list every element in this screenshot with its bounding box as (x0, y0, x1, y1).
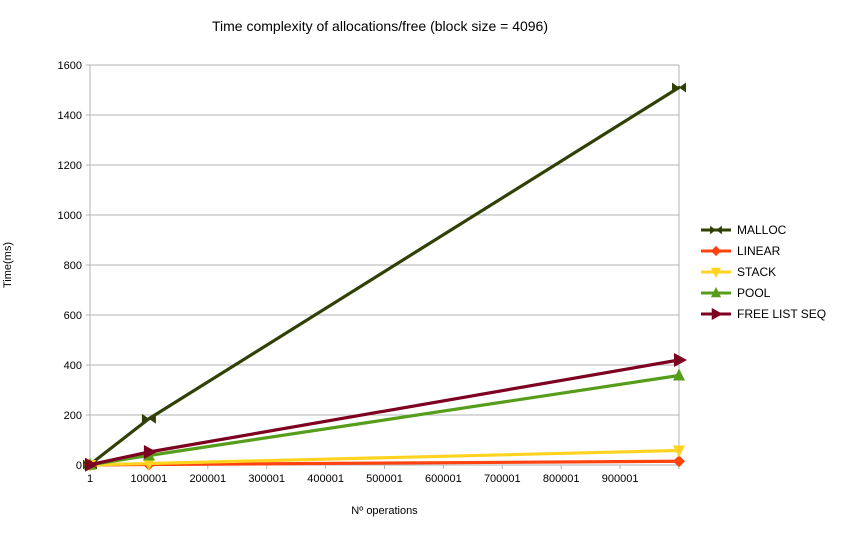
x-tick-label: 600001 (425, 473, 462, 485)
x-tick-label: 100001 (131, 473, 168, 485)
data-point-marker-stack (142, 458, 155, 471)
y-tick-label: 1000 (58, 210, 82, 222)
legend: MALLOC LINEAR STACK POOL FREE LIST SEQ (700, 219, 826, 324)
data-point-marker-malloc (141, 413, 156, 424)
x-tick-label: 300001 (248, 473, 285, 485)
x-tick-label: 700001 (484, 473, 521, 485)
y-tick-label: 0 (76, 460, 82, 472)
y-tick-label: 400 (64, 360, 82, 372)
legend-item-malloc: MALLOC (700, 219, 826, 240)
series-line-free-list-seq (88, 358, 681, 467)
data-point-marker-pool (673, 368, 685, 381)
legend-item-pool: POOL (700, 282, 826, 303)
y-tick-label: 1200 (58, 160, 82, 172)
data-point-marker-stack (673, 445, 685, 458)
legend-label: STACK (737, 264, 777, 279)
y-tick-label: 1400 (58, 110, 82, 122)
data-point-marker-free-list-seq (85, 457, 98, 472)
legend-item-free-list-seq: FREE LIST SEQ (700, 303, 826, 324)
x-tick-label: 1 (87, 473, 93, 485)
y-tick-label: 800 (64, 260, 82, 272)
x-tick-label: 800001 (543, 473, 580, 485)
data-point-marker-malloc (672, 82, 686, 93)
x-tick-label: 500001 (366, 473, 403, 485)
data-point-marker-free-list-seq (143, 445, 157, 459)
legend-key-malloc-icon (701, 225, 731, 234)
legend-label: LINEAR (737, 243, 781, 258)
series-line-malloc (88, 85, 681, 467)
x-tick-label: 400001 (307, 473, 344, 485)
legend-key-stack-icon (701, 267, 731, 278)
x-tick-label: 900001 (602, 473, 639, 485)
x-axis-title: Nº operations (351, 505, 418, 517)
legend-item-stack: STACK (700, 261, 826, 282)
y-tick-label: 1600 (58, 60, 82, 72)
y-tick-label: 600 (64, 310, 82, 322)
chart-title: Time complexity of allocations/free (blo… (211, 18, 548, 34)
legend-label: MALLOC (737, 222, 787, 237)
x-tick-label: 200001 (189, 473, 226, 485)
legend-label: POOL (737, 285, 771, 300)
legend-key-pool-icon (701, 286, 731, 297)
legend-label: FREE LIST SEQ (737, 306, 827, 321)
y-tick-label: 200 (64, 410, 82, 422)
legend-key-linear-icon (701, 245, 731, 256)
legend-item-linear: LINEAR (700, 240, 826, 261)
data-point-marker-free-list-seq (674, 353, 687, 367)
legend-key-free-list-seq-icon (701, 307, 731, 320)
data-point-marker-linear (673, 455, 685, 468)
